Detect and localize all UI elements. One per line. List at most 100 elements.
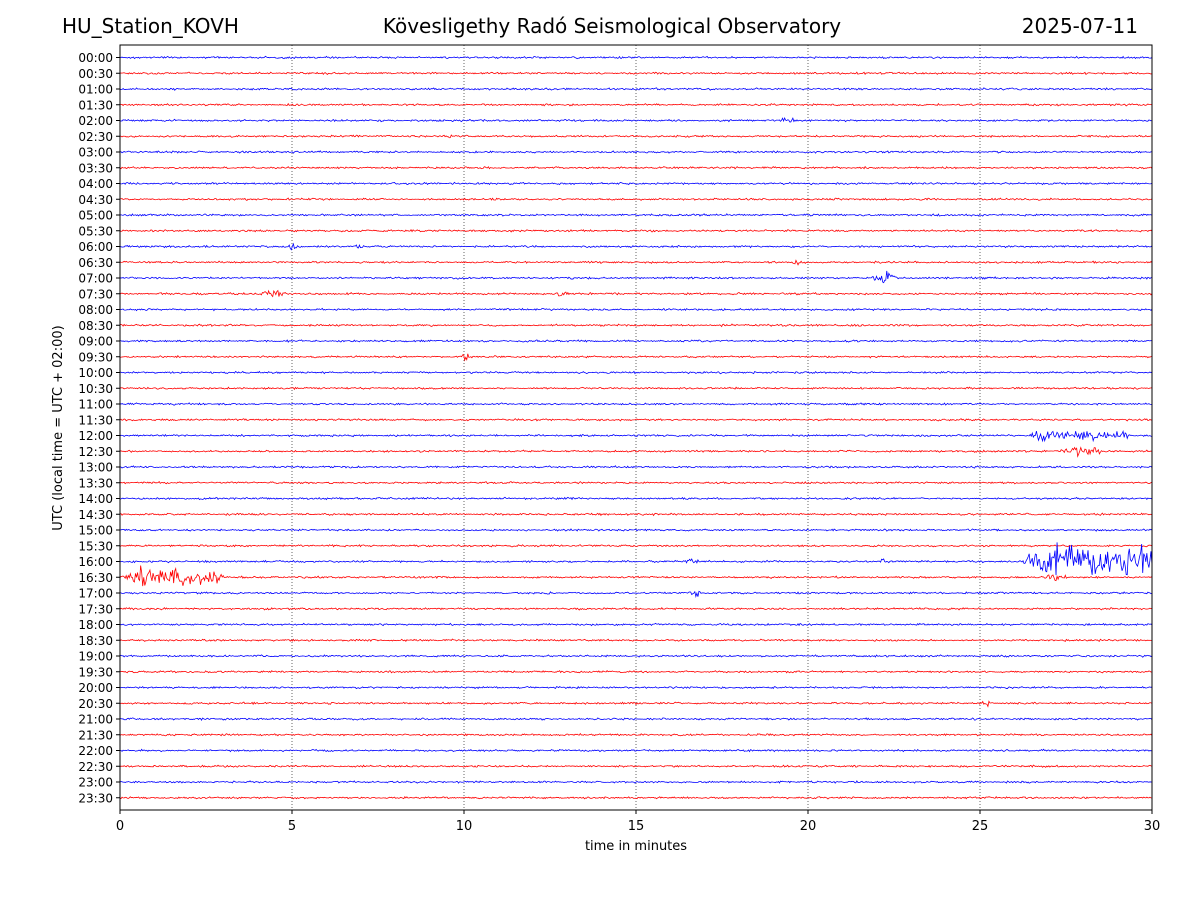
trace-0130 xyxy=(119,102,1153,107)
trace-0430 xyxy=(119,197,1153,202)
trace-2000 xyxy=(119,685,1153,690)
trace-1300 xyxy=(119,465,1153,469)
y-tick-label: 08:00 xyxy=(78,303,113,317)
y-tick-label: 05:00 xyxy=(78,209,113,223)
y-tick-label: 21:00 xyxy=(78,713,113,727)
y-tick-label: 05:30 xyxy=(78,224,113,238)
trace-2200 xyxy=(119,748,1153,753)
y-tick-label: 17:30 xyxy=(78,602,113,616)
station-name: HU_Station_KOVH xyxy=(62,14,239,38)
y-tick-label: 16:00 xyxy=(78,555,113,569)
y-tick-label: 21:30 xyxy=(78,728,113,742)
grid-lines xyxy=(291,45,981,810)
y-tick-label: 16:30 xyxy=(78,571,113,585)
x-tick-label: 30 xyxy=(1144,819,1161,834)
trace-2300 xyxy=(119,780,1153,784)
y-tick-label: 09:00 xyxy=(78,335,113,349)
y-tick-label: 19:00 xyxy=(78,650,113,664)
record-date: 2025-07-11 xyxy=(1021,14,1138,38)
trace-0200 xyxy=(119,116,1153,123)
trace-0930 xyxy=(119,353,1153,362)
trace-1200 xyxy=(119,429,1153,443)
y-tick-label: 11:30 xyxy=(78,413,113,427)
y-tick-label: 07:00 xyxy=(78,272,113,286)
trace-2100 xyxy=(119,717,1153,721)
y-tick-label: 18:30 xyxy=(78,634,113,648)
x-axis-label: time in minutes xyxy=(585,839,687,854)
y-tick-label: 14:30 xyxy=(78,508,113,522)
trace-1030 xyxy=(119,386,1153,391)
trace-0230 xyxy=(119,134,1153,139)
trace-1400 xyxy=(119,496,1153,501)
y-tick-label: 15:30 xyxy=(78,539,113,553)
trace-0630 xyxy=(119,259,1153,266)
trace-2230 xyxy=(119,764,1153,768)
x-tick-label: 25 xyxy=(972,819,989,834)
y-tick-label: 19:30 xyxy=(78,665,113,679)
y-tick-label: 00:30 xyxy=(78,67,113,81)
trace-0300 xyxy=(119,150,1153,154)
y-tick-label: 17:00 xyxy=(78,587,113,601)
trace-1230 xyxy=(119,446,1153,458)
trace-2330 xyxy=(119,796,1153,800)
y-tick-label: 23:30 xyxy=(78,791,113,805)
y-tick-label: 04:30 xyxy=(78,193,113,207)
y-tick-label: 09:30 xyxy=(78,350,113,364)
trace-1130 xyxy=(119,418,1153,422)
y-tick-label: 01:00 xyxy=(78,83,113,97)
y-tick-label: 10:30 xyxy=(78,382,113,396)
y-tick-label: 08:30 xyxy=(78,319,113,333)
y-tick-label: 07:30 xyxy=(78,287,113,301)
x-tick-label: 15 xyxy=(628,819,645,834)
y-tick-label: 23:00 xyxy=(78,776,113,790)
y-tick-label: 12:00 xyxy=(78,429,113,443)
y-tick-label: 02:30 xyxy=(78,130,113,144)
trace-1700 xyxy=(119,590,1153,599)
x-tick-label: 10 xyxy=(456,819,473,834)
observatory-title: Kövesligethy Radó Seismological Observat… xyxy=(382,14,842,38)
y-tick-label: 20:30 xyxy=(78,697,113,711)
trace-1430 xyxy=(119,512,1153,517)
y-tick-label: 03:00 xyxy=(78,146,113,160)
trace-0500 xyxy=(119,213,1153,217)
y-tick-label: 06:30 xyxy=(78,256,113,270)
trace-1730 xyxy=(119,606,1153,611)
y-tick-label: 04:00 xyxy=(78,177,113,191)
trace-0700 xyxy=(119,270,1153,284)
trace-0330 xyxy=(119,165,1153,170)
trace-1100 xyxy=(119,402,1153,406)
y-tick-label: 22:30 xyxy=(78,760,113,774)
y-tick-label: 06:00 xyxy=(78,240,113,254)
trace-1000 xyxy=(119,370,1153,375)
y-tick-label: 18:00 xyxy=(78,618,113,632)
trace-0730 xyxy=(119,289,1153,298)
y-tick-label: 10:00 xyxy=(78,366,113,380)
trace-0000 xyxy=(119,55,1153,60)
y-tick-label: 20:00 xyxy=(78,681,113,695)
y-axis-label: UTC (local time = UTC + 02:00) xyxy=(51,325,66,530)
x-axis: 0 5 10 15 20 25 30 xyxy=(116,810,1160,834)
trace-1830 xyxy=(119,638,1153,643)
trace-1630 xyxy=(119,565,1153,587)
trace-1900 xyxy=(119,654,1153,658)
trace-0600 xyxy=(119,242,1153,251)
trace-0830 xyxy=(119,323,1153,328)
trace-1530 xyxy=(119,544,1153,548)
y-tick-label: 22:00 xyxy=(78,744,113,758)
y-tick-label: 13:00 xyxy=(78,461,113,475)
x-tick-label: 0 xyxy=(116,819,124,834)
y-tick-label: 00:00 xyxy=(78,51,113,65)
trace-0030 xyxy=(119,71,1153,76)
y-tick-label: 11:00 xyxy=(78,398,113,412)
trace-0400 xyxy=(119,181,1153,186)
trace-2130 xyxy=(119,732,1153,737)
y-tick-label: 15:00 xyxy=(78,524,113,538)
trace-0530 xyxy=(119,229,1153,233)
trace-1800 xyxy=(119,622,1153,627)
trace-1500 xyxy=(119,528,1153,532)
trace-0800 xyxy=(119,307,1153,312)
x-tick-label: 20 xyxy=(800,819,817,834)
trace-0100 xyxy=(119,87,1153,91)
